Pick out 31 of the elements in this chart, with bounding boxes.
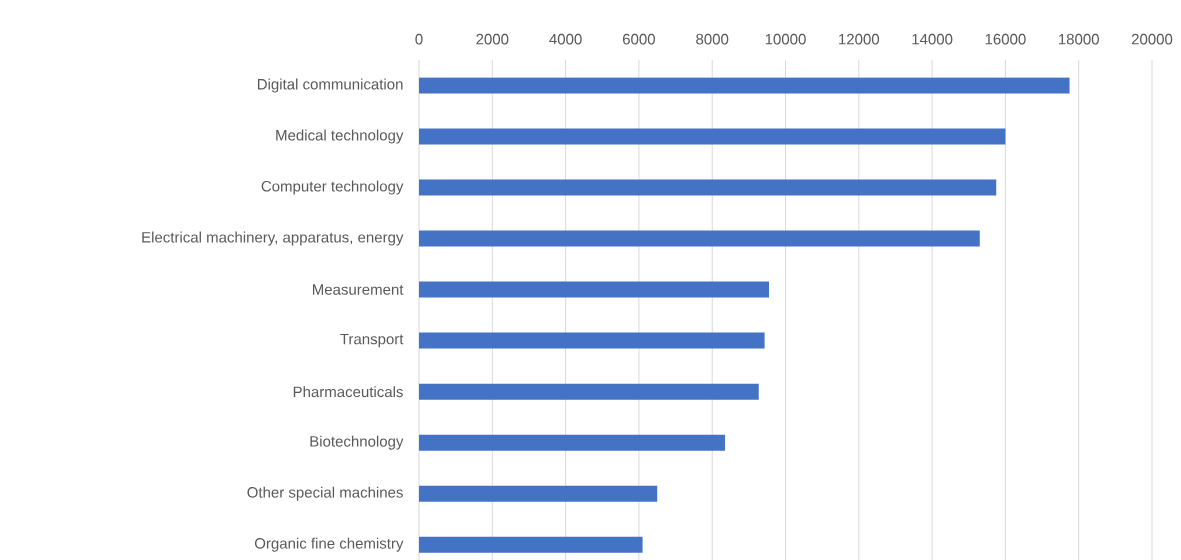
y-tick-label: Electrical machinery, apparatus, energy <box>142 231 404 246</box>
y-tick-label: Pharmaceuticals <box>293 386 403 398</box>
x-tick-label: 20000 <box>1131 33 1173 45</box>
x-tick-label: 18000 <box>1059 33 1099 45</box>
x-tick-label: 14000 <box>912 33 953 45</box>
bar <box>419 77 1070 94</box>
y-tick-label: Biotechnology <box>310 435 404 450</box>
bar <box>419 536 643 553</box>
y-tick-label: Medical technology <box>276 129 404 144</box>
y-tick-label: Measurement <box>312 284 404 295</box>
y-tick-label: Transport <box>340 333 404 348</box>
y-tick-label: Computer technology <box>261 180 404 195</box>
x-tick-label: 16000 <box>985 33 1026 45</box>
y-tick-label: Organic fine chemistry <box>254 537 404 552</box>
x-tick-label: 0 <box>415 33 423 45</box>
x-tick-label: 2000 <box>476 33 509 45</box>
bar <box>419 485 658 502</box>
x-tick-label: 8000 <box>696 33 729 45</box>
bar <box>419 128 1006 145</box>
x-tick-label: 4000 <box>549 33 582 45</box>
bar <box>419 281 770 298</box>
bar <box>419 179 997 196</box>
x-tick-label: 10000 <box>765 33 806 45</box>
x-tick-label: 12000 <box>839 33 880 45</box>
bar <box>419 230 980 247</box>
bar <box>419 434 726 451</box>
y-tick-label: Digital communication <box>257 78 403 93</box>
bar <box>419 332 765 349</box>
x-tick-label: 6000 <box>622 33 655 45</box>
y-tick-label: Other special machines <box>247 486 403 501</box>
bar <box>419 383 759 400</box>
